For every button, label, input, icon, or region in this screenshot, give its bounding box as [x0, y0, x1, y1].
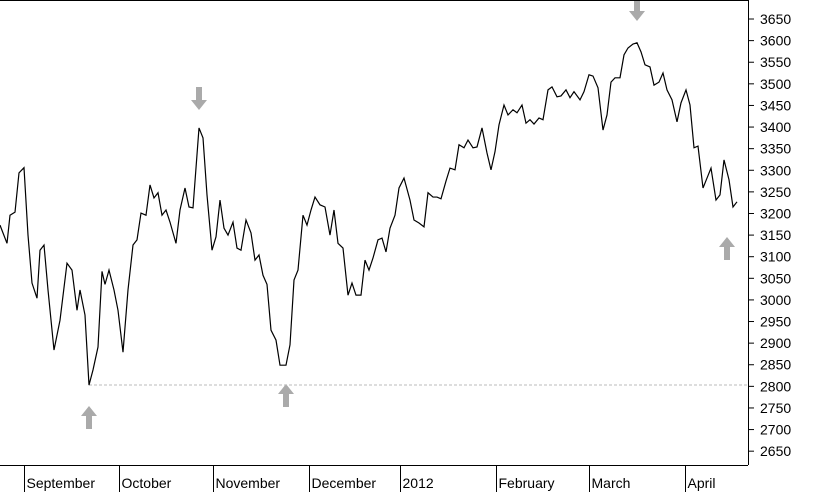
x-tick-label: December [312, 475, 377, 491]
y-tick-label: 3000 [760, 292, 791, 308]
y-tick-label: 2650 [760, 443, 791, 459]
y-tick-label: 3400 [760, 119, 791, 135]
y-tick-label: 3100 [760, 249, 791, 265]
y-tick-label: 2900 [760, 335, 791, 351]
x-tick-label: September [27, 475, 96, 491]
arrow-down [629, 0, 645, 21]
y-tick-label: 3450 [760, 97, 791, 113]
y-tick-label: 2800 [760, 378, 791, 394]
price-line [0, 42, 738, 386]
x-tick-label: November [216, 475, 281, 491]
y-tick-label: 3550 [760, 54, 791, 70]
y-tick-label: 2850 [760, 357, 791, 373]
y-tick-label: 3200 [760, 205, 791, 221]
y-tick-label: 3250 [760, 184, 791, 200]
arrow-up [81, 406, 97, 429]
y-tick-label: 3050 [760, 270, 791, 286]
y-tick-label: 2700 [760, 422, 791, 438]
y-tick-label: 2950 [760, 314, 791, 330]
annotation-arrows [81, 0, 735, 429]
x-tick-label: March [592, 475, 631, 491]
y-tick-label: 3300 [760, 162, 791, 178]
arrow-up [719, 237, 735, 260]
x-tick-label: October [122, 475, 172, 491]
arrow-up [278, 384, 294, 407]
y-tick-label: 2750 [760, 400, 791, 416]
x-tick-label: April [688, 475, 716, 491]
y-tick-label: 3500 [760, 76, 791, 92]
y-tick-label: 3150 [760, 227, 791, 243]
x-tick-label: 2012 [403, 475, 434, 491]
arrow-down [191, 87, 207, 110]
y-tick-label: 3650 [760, 11, 791, 27]
y-tick-label: 3350 [760, 141, 791, 157]
x-tick-label: February [499, 475, 555, 491]
y-tick-label: 3600 [760, 33, 791, 49]
